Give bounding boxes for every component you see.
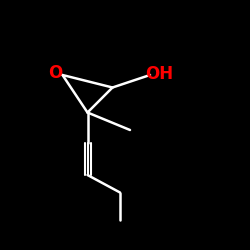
Text: OH: OH (145, 65, 173, 83)
Text: O: O (48, 64, 62, 82)
